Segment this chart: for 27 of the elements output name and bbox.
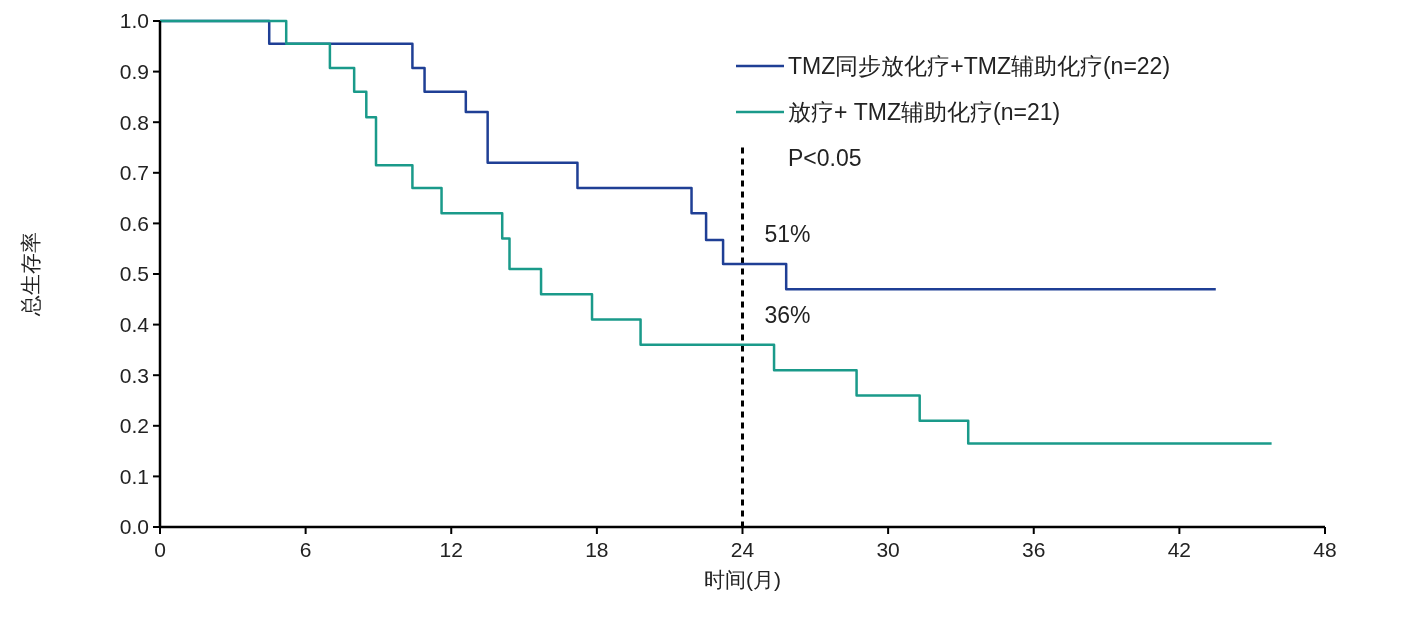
y-tick-label: 0.2 <box>119 414 149 438</box>
x-axis-title: 时间(月) <box>704 568 781 591</box>
x-tick-label: 6 <box>299 538 312 561</box>
y-tick-label: 1.0 <box>119 9 149 33</box>
y-tick-label: 0.4 <box>119 312 150 336</box>
x-tick-label: 42 <box>1167 538 1192 561</box>
annotation: P<0.05 <box>788 145 862 172</box>
y-tick-label: 0.9 <box>119 59 149 83</box>
y-axis-title: 总生存率 <box>19 232 42 317</box>
x-tick-label: 30 <box>876 538 900 561</box>
x-tick-label: 36 <box>1022 538 1046 561</box>
legend-label: TMZ同步放化疗+TMZ辅助化疗(n=22) <box>788 53 1171 80</box>
y-tick-label: 0.1 <box>119 464 149 488</box>
y-tick-label: 0.3 <box>119 363 149 387</box>
x-tick-label: 0 <box>154 538 166 561</box>
annotation: 51% <box>764 220 811 247</box>
x-tick-label: 48 <box>1313 538 1337 561</box>
x-tick-label: 12 <box>439 538 463 561</box>
x-tick-label: 18 <box>585 538 609 561</box>
annotation: 36% <box>764 301 811 328</box>
y-tick-label: 0.6 <box>119 211 149 235</box>
y-tick-label: 0.8 <box>119 110 149 134</box>
y-tick-label: 0.7 <box>119 161 149 185</box>
x-tick-label: 24 <box>730 538 755 561</box>
y-tick-label: 0.0 <box>119 515 149 539</box>
y-tick-label: 0.5 <box>119 262 149 286</box>
legend-label: 放疗+ TMZ辅助化疗(n=21) <box>788 99 1061 126</box>
